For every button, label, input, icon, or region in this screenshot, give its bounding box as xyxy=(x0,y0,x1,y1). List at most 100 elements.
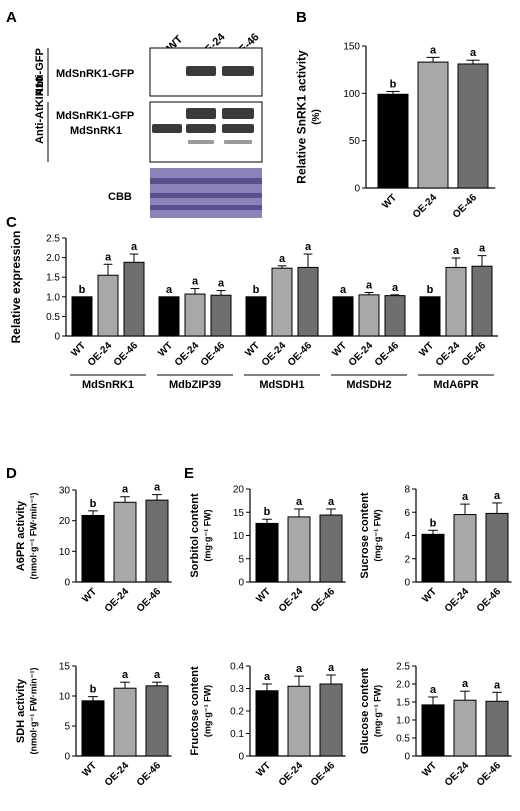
y-tick-label: 0.3 xyxy=(230,684,244,695)
antibody-label-gfp: Anti-GFP xyxy=(34,48,46,96)
significance-letter: a xyxy=(328,662,335,674)
significance-letter: a xyxy=(192,276,199,288)
significance-letter: b xyxy=(90,498,97,510)
bar xyxy=(319,683,343,757)
gene-group-label: MdbZIP39 xyxy=(169,379,221,391)
significance-letter: a xyxy=(305,241,312,253)
x-tick-label: WT xyxy=(420,760,439,779)
x-tick-label: OE-46 xyxy=(199,340,228,369)
western-blot-panel: WT OE-24 OE-46 Anti-GFP Anti-AtKIN10 MdS… xyxy=(34,31,263,218)
bar xyxy=(255,690,279,757)
y-tick-label: 0 xyxy=(64,752,70,763)
significance-letter: a xyxy=(279,253,286,265)
bar xyxy=(297,266,319,337)
significance-letter: a xyxy=(154,669,161,681)
bar xyxy=(421,704,445,757)
band-label-top: MdSnRK1-GFP xyxy=(56,68,134,80)
x-tick-label: OE-46 xyxy=(451,192,480,221)
bar xyxy=(184,293,206,337)
x-tick-label: OE-24 xyxy=(443,586,472,615)
blot-band xyxy=(186,108,216,119)
y-axis-title: Glucose content (mg·g⁻¹ FW) xyxy=(359,668,383,755)
y-axis-title: Relative SnRK1 activity (%) xyxy=(294,50,322,184)
y-tick-label: 6 xyxy=(404,508,410,519)
y-tick-label: 1.0 xyxy=(46,292,60,303)
y-axis-title: SDH activity (nmol·g⁻¹ FW·min⁻¹) xyxy=(15,668,39,755)
x-tick-label: OE-24 xyxy=(260,340,289,369)
cbb-band xyxy=(150,193,262,198)
y-tick-label: 0.4 xyxy=(230,662,244,673)
bar xyxy=(384,295,406,337)
blot-band xyxy=(222,66,254,76)
x-tick-label: OE-24 xyxy=(443,760,472,789)
bar xyxy=(255,522,279,583)
x-tick-label: OE-46 xyxy=(286,340,315,369)
chart-sdh-activity: 0 5 10 15 b WT a OE-24 a OE-46 SDH activity (nmol·g… xyxy=(15,662,172,789)
chart-fructose-content: 0 0.1 0.2 0.3 0.4 a WT a OE-24 a OE-46 Fructose con… xyxy=(189,662,346,789)
significance-letter: b xyxy=(79,284,86,296)
significance-letter: a xyxy=(430,44,437,56)
bar xyxy=(358,294,380,337)
significance-letter: a xyxy=(462,491,469,503)
y-tick-label: 4 xyxy=(404,531,410,542)
significance-letter: b xyxy=(427,284,434,296)
y-tick-label: 0 xyxy=(54,332,60,343)
y-tick-label: 20 xyxy=(233,485,245,496)
y-axis-title: Fructose content (mg·g⁻¹ FW) xyxy=(189,666,213,756)
blot-band xyxy=(186,66,216,76)
bar xyxy=(145,685,169,757)
bar xyxy=(471,265,493,337)
bar xyxy=(113,687,137,757)
bar xyxy=(145,499,169,583)
x-tick-label: OE-46 xyxy=(460,340,489,369)
y-tick-label: 1.5 xyxy=(396,698,410,709)
panel-letter-b: B xyxy=(296,9,307,26)
chart-sucrose-content: 0 2 4 6 8 b WT a OE-24 a OE-46 Sucrose content (mg·g… xyxy=(359,485,512,615)
significance-letter: a xyxy=(470,47,477,59)
x-tick-label: WT xyxy=(380,192,399,211)
x-tick-label: OE-24 xyxy=(277,760,306,789)
significance-letter: a xyxy=(494,490,501,502)
y-tick-label: 0.5 xyxy=(46,312,60,323)
significance-letter: a xyxy=(453,245,460,257)
significance-letter: b xyxy=(253,284,260,296)
x-tick-label: WT xyxy=(243,340,262,359)
y-tick-label: 8 xyxy=(404,485,410,496)
x-tick-label: OE-46 xyxy=(135,586,164,615)
significance-letter: a xyxy=(296,663,303,675)
bar xyxy=(123,261,145,337)
gene-group-label: MdSDH2 xyxy=(346,379,391,391)
significance-letter: a xyxy=(328,496,335,508)
x-tick-label: OE-46 xyxy=(112,340,141,369)
significance-letter: b xyxy=(430,517,437,529)
y-tick-label: 0 xyxy=(64,578,70,589)
antibody-label-kin10: Anti-AtKIN10 xyxy=(34,76,46,144)
bar xyxy=(419,296,441,337)
significance-letter: a xyxy=(122,484,129,496)
bar xyxy=(453,699,477,757)
x-tick-label: WT xyxy=(254,760,273,779)
x-tick-label: OE-24 xyxy=(347,340,376,369)
x-tick-label: OE-46 xyxy=(135,760,164,789)
y-tick-label: 15 xyxy=(59,662,71,673)
x-tick-label: OE-24 xyxy=(173,340,202,369)
bar xyxy=(81,700,105,757)
panel-letter-d: D xyxy=(6,465,17,482)
y-tick-label: 2 xyxy=(404,554,410,565)
y-tick-label: 0 xyxy=(404,578,410,589)
y-tick-label: 0 xyxy=(238,578,244,589)
significance-letter: a xyxy=(479,243,486,255)
bar xyxy=(319,514,343,583)
y-axis-title: Sucrose content (mg·g⁻¹ FW) xyxy=(359,492,383,579)
y-axis-title: Relative expression xyxy=(9,231,23,344)
blot-band xyxy=(224,140,252,144)
bar xyxy=(453,514,477,583)
gene-group-label: MdA6PR xyxy=(433,379,478,391)
band-label-mid-2: MdSnRK1 xyxy=(70,125,122,137)
y-tick-label: 10 xyxy=(233,531,245,542)
gene-group-label: MdSDH1 xyxy=(259,379,304,391)
panel-letter-c: C xyxy=(6,214,17,231)
x-tick-label: OE-24 xyxy=(103,760,132,789)
y-tick-label: 10 xyxy=(59,692,71,703)
x-tick-label: OE-46 xyxy=(475,586,504,615)
